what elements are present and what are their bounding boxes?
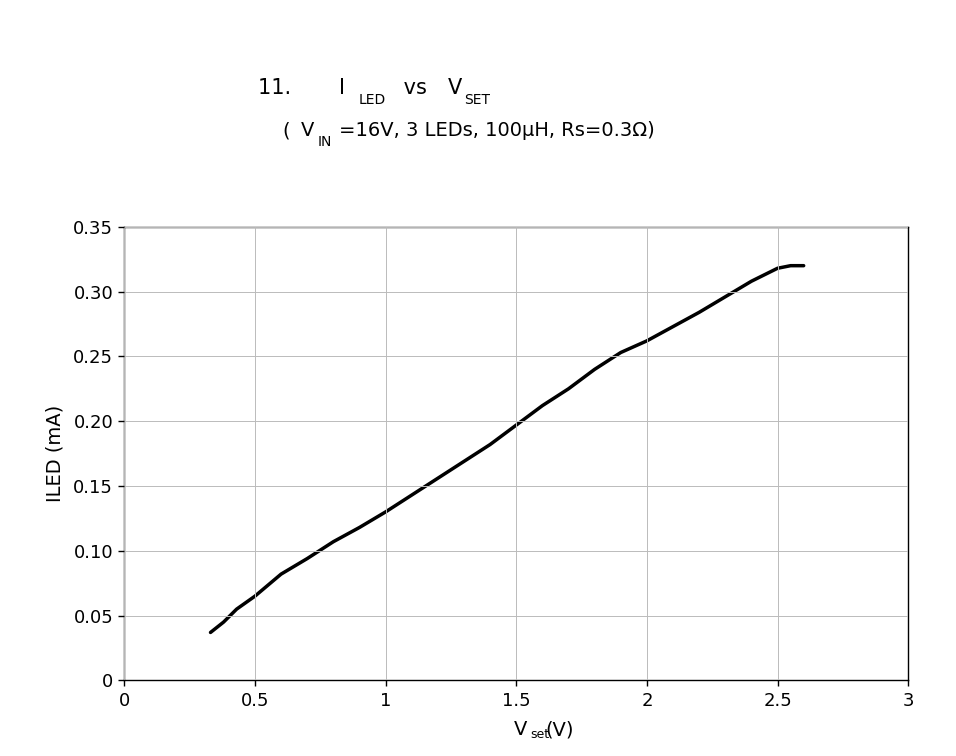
Text: I: I (339, 79, 345, 98)
Text: V: V (514, 720, 528, 739)
Text: =16V, 3 LEDs, 100μH, Rs=0.3Ω): =16V, 3 LEDs, 100μH, Rs=0.3Ω) (339, 121, 655, 140)
Y-axis label: ILED (mA): ILED (mA) (46, 405, 65, 502)
Text: (: ( (282, 121, 290, 140)
Text: V: V (447, 79, 462, 98)
Text: V: V (301, 121, 315, 140)
Text: IN: IN (317, 135, 332, 149)
Text: SET: SET (464, 93, 489, 107)
Text: set: set (531, 728, 550, 742)
Text: (V): (V) (545, 720, 574, 739)
Text: LED: LED (358, 93, 386, 107)
Text: vs: vs (397, 79, 433, 98)
Text: 11.: 11. (258, 79, 298, 98)
